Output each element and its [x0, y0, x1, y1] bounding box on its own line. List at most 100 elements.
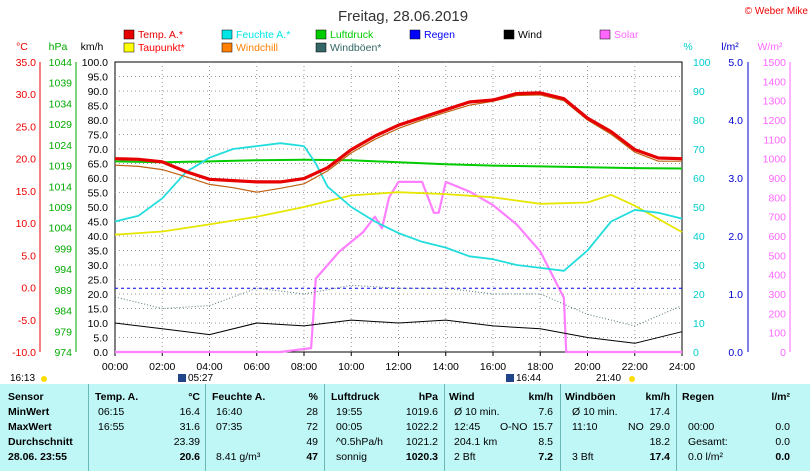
sun-icon — [41, 376, 47, 382]
table-cell: Gesamt: — [688, 436, 728, 448]
tick-label: 1029 — [49, 119, 73, 131]
table-cell: Ø 10 min. — [572, 406, 618, 418]
tick-label: 1019 — [49, 161, 73, 173]
tick-label: 60 — [693, 173, 705, 185]
tick-label: 600 — [768, 231, 786, 243]
row-label: 28.06. 23:55 — [8, 451, 67, 463]
moonrise-icon — [506, 374, 514, 382]
tick-label: 5.0 — [21, 250, 36, 262]
table-cell: 15.7 — [532, 421, 553, 433]
tick-label: 1500 — [763, 57, 787, 69]
legend-label: Wind — [518, 29, 542, 41]
legend-swatch — [123, 42, 135, 53]
tick-label: 3.0 — [728, 173, 743, 185]
axis-unit: hPa — [49, 41, 68, 53]
sun-info: 16:13 05:27 16:44 21:40 — [10, 373, 635, 384]
table-cell: 7.2 — [538, 451, 553, 463]
tick-label: 0 — [693, 347, 699, 359]
tick-label: 40.0 — [88, 231, 109, 243]
stats-table: Sensor Temp. A. °C Feuchte A.% Luftdruck hPa W… — [0, 384, 810, 471]
table-header: hPa — [418, 391, 438, 403]
tick-label: 30 — [693, 260, 705, 272]
tick-label: 200 — [768, 308, 786, 320]
table-divider — [676, 384, 677, 471]
x-tick-label: 16:00 — [480, 361, 506, 373]
row-label: MinWert — [8, 406, 50, 418]
tick-label: 700 — [768, 212, 786, 224]
tick-label: 994 — [54, 264, 72, 276]
tick-label: 1.0 — [728, 289, 743, 301]
tick-label: 25.0 — [88, 275, 109, 287]
tick-label: 2.0 — [728, 231, 743, 243]
tick-label: 5.0 — [93, 333, 108, 345]
tick-label: 400 — [768, 270, 786, 282]
tick-label: 45.0 — [88, 217, 109, 229]
tick-label: 0.0 — [21, 283, 36, 295]
tick-label: 0.0 — [93, 347, 108, 359]
table-cell: 00:05 — [336, 421, 363, 433]
x-tick-label: 10:00 — [338, 361, 364, 373]
table-header: Regen — [682, 391, 715, 403]
tick-label: 500 — [768, 250, 786, 262]
series-line — [114, 91, 683, 184]
table-cell: 20.6 — [179, 451, 200, 463]
table-cell: 11:10 — [572, 421, 598, 433]
tick-label: 50.0 — [88, 202, 109, 214]
tick-label: 35.0 — [88, 246, 109, 258]
tick-label: 5.0 — [728, 57, 743, 69]
table-header: Sensor — [8, 391, 44, 403]
tick-label: 989 — [54, 285, 72, 297]
credit-text: © Weber Mike — [745, 6, 809, 17]
tick-label: 25.0 — [16, 121, 37, 133]
tick-label: 999 — [54, 243, 72, 255]
tick-label: 10.0 — [16, 218, 37, 230]
table-cell: 8.41 g/m³ — [216, 451, 261, 463]
tick-label: 984 — [54, 306, 72, 318]
chart-title: Freitag, 28.06.2019 — [338, 8, 468, 25]
tick-label: 60.0 — [88, 173, 109, 185]
table-cell: 1020.3 — [405, 451, 438, 463]
table-header: Windböen — [565, 391, 616, 403]
table-cell: 1021.2 — [405, 436, 438, 448]
legend-swatch — [315, 42, 327, 53]
tick-label: 85.0 — [88, 101, 109, 113]
tick-label: 4.0 — [728, 115, 743, 127]
table-cell: 06:15 — [98, 406, 125, 418]
series-line — [115, 180, 682, 354]
series-line — [114, 319, 683, 344]
tick-label: 1004 — [49, 223, 73, 235]
table-cell: 0.0 — [775, 451, 790, 463]
x-tick-label: 06:00 — [244, 361, 270, 373]
table-cell: O-NO — [500, 421, 528, 433]
x-tick-label: 00:00 — [102, 361, 128, 373]
tick-label: 30.0 — [88, 260, 109, 272]
table-divider — [205, 384, 206, 471]
axis-unit: % — [683, 41, 692, 53]
legend-label: Taupunkt* — [138, 42, 185, 54]
weather-chart: Freitag, 28.06.2019 © Weber Mike Temp. A… — [10, 6, 809, 384]
axis-unit: km/h — [81, 41, 104, 53]
series-line — [114, 191, 683, 236]
grid — [114, 61, 683, 353]
table-header: Luftdruck — [331, 391, 380, 403]
tick-label: 10.0 — [88, 318, 109, 330]
tick-label: 300 — [768, 289, 786, 301]
axis-unit: W/m² — [757, 41, 783, 53]
table-cell: 0.0 — [775, 421, 790, 433]
table-cell: 1022.2 — [405, 421, 438, 433]
legend-label: Regen — [424, 29, 455, 41]
tick-label: 20.0 — [88, 289, 109, 301]
tick-label: 0.0 — [728, 347, 743, 359]
table-cell: 18.2 — [649, 436, 670, 448]
row-label: MaxWert — [8, 421, 52, 433]
table-divider — [444, 384, 445, 471]
tick-label: 95.0 — [88, 72, 109, 84]
table-cell: 1019.6 — [405, 406, 438, 418]
legend-swatch — [315, 29, 327, 40]
tick-label: 90.0 — [88, 86, 109, 98]
table-cell: Ø 10 min. — [454, 406, 500, 418]
tick-label: 50 — [693, 202, 705, 214]
table-cell: 3 Bft — [572, 451, 594, 463]
table-cell: 16:55 — [98, 421, 125, 433]
table-cell: 47 — [306, 451, 318, 463]
